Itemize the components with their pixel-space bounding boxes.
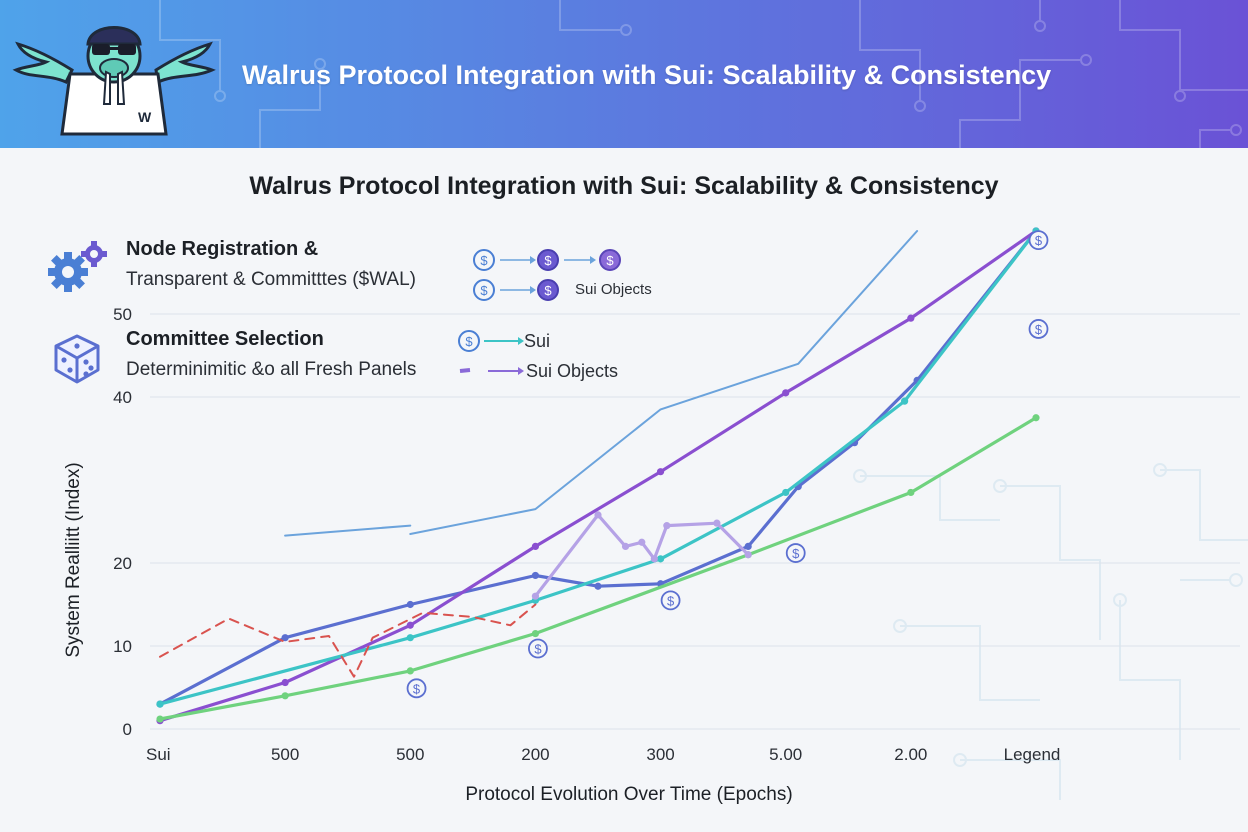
x-tick-label: 5.00 bbox=[769, 745, 802, 764]
series-line bbox=[158, 229, 1038, 723]
data-point bbox=[281, 692, 289, 700]
legend-subtitle: Transparent & Committtes ($WAL) bbox=[126, 269, 417, 290]
legend-group-committee-selection: Committee Selection Determinimitic &o al… bbox=[126, 328, 416, 381]
y-tick-label: 40 bbox=[113, 388, 132, 407]
data-point bbox=[656, 555, 665, 563]
series-line bbox=[159, 603, 537, 678]
banner-title: Walrus Protocol Integration with Sui: Sc… bbox=[242, 60, 1052, 90]
data-point bbox=[621, 542, 630, 551]
data-point bbox=[782, 389, 790, 397]
data-point bbox=[156, 715, 164, 723]
gears-icon bbox=[48, 241, 107, 292]
svg-text:$: $ bbox=[480, 253, 488, 268]
data-point bbox=[281, 634, 289, 642]
data-point bbox=[907, 314, 915, 322]
flow-label-sui-objects: Sui Objects bbox=[575, 281, 652, 298]
legend-heading: Node Registration & bbox=[126, 238, 319, 260]
data-point bbox=[406, 634, 414, 642]
data-point bbox=[663, 522, 671, 530]
series-line bbox=[158, 229, 1038, 706]
legend-group-node-registration: Node Registration & Transparent & Commit… bbox=[126, 238, 416, 291]
data-point bbox=[594, 582, 602, 590]
svg-text:$: $ bbox=[544, 253, 552, 268]
header-banner: W Walrus Protocol Integration with Sui: … bbox=[0, 0, 1248, 148]
walrus-mascot-icon: W bbox=[12, 26, 216, 136]
coin-marker-icon: $ bbox=[792, 546, 800, 561]
data-point bbox=[406, 667, 414, 675]
data-point bbox=[406, 600, 414, 609]
flow-label-sui-objects-2: Sui Objects bbox=[526, 361, 619, 381]
data-point bbox=[901, 397, 909, 405]
coin-marker-icon bbox=[1028, 230, 1049, 251]
data-point bbox=[531, 592, 540, 600]
coin-marker-icon: $ bbox=[534, 641, 542, 656]
mascot-shirt-letter: W bbox=[138, 109, 152, 125]
y-tick-label: 10 bbox=[113, 637, 132, 656]
chart-title: Walrus Protocol Integration with Sui: Sc… bbox=[249, 172, 999, 200]
coin-marker-icon: $ bbox=[667, 593, 675, 608]
coin-marker-icon bbox=[660, 590, 681, 611]
flow-label-sui: Sui bbox=[524, 331, 551, 351]
data-point bbox=[531, 629, 540, 638]
svg-text:$: $ bbox=[480, 283, 488, 298]
data-point bbox=[406, 621, 414, 629]
series-line bbox=[158, 229, 1038, 706]
data-point bbox=[594, 511, 602, 519]
coin-marker-icon: $ bbox=[1035, 233, 1043, 248]
data-point bbox=[656, 468, 665, 476]
y-tick-label: 50 bbox=[113, 305, 132, 324]
data-point bbox=[744, 542, 752, 551]
data-point bbox=[1032, 414, 1040, 422]
coin-marker-icon: $ bbox=[1035, 322, 1043, 337]
svg-text:$: $ bbox=[465, 334, 473, 349]
data-point bbox=[713, 519, 721, 527]
series-line bbox=[158, 416, 1038, 721]
legend-subtitle: Determinimitic &o all Fresh Panels bbox=[126, 359, 417, 380]
legend-heading: Committee Selection bbox=[126, 328, 324, 350]
coin-marker-icon bbox=[785, 543, 806, 563]
svg-text:$: $ bbox=[606, 253, 614, 268]
x-tick-label: Sui bbox=[146, 745, 171, 764]
series-line bbox=[533, 513, 750, 598]
series-line bbox=[284, 524, 412, 537]
data-point bbox=[638, 538, 646, 546]
y-tick-label: 0 bbox=[123, 720, 132, 739]
data-point bbox=[531, 571, 540, 580]
data-point bbox=[156, 700, 164, 708]
coin-flow-icon: $ $ $ $ $ bbox=[473, 249, 621, 301]
x-tick-label: 200 bbox=[521, 745, 549, 764]
series-line bbox=[409, 230, 919, 535]
coin-marker-icon bbox=[1028, 319, 1049, 339]
coin-marker-icon bbox=[528, 638, 548, 659]
y-axis-label: System Realliitt (Index) bbox=[63, 462, 84, 658]
x-axis-label: Protocol Evolution Over Time (Epochs) bbox=[465, 784, 793, 805]
x-tick-label: 300 bbox=[646, 745, 674, 764]
data-point bbox=[531, 542, 540, 551]
x-tick-label: 500 bbox=[396, 745, 424, 764]
data-point bbox=[744, 551, 752, 559]
coin-flow-icon-2: $ bbox=[458, 330, 524, 375]
data-point bbox=[650, 555, 658, 563]
data-point bbox=[281, 678, 289, 687]
y-tick-label: 20 bbox=[113, 554, 132, 573]
x-tick-label: 2.00 bbox=[894, 745, 927, 764]
coin-marker-icon: $ bbox=[413, 681, 421, 696]
data-point bbox=[907, 488, 915, 497]
dice-icon bbox=[54, 334, 100, 384]
data-point bbox=[782, 488, 790, 497]
svg-text:$: $ bbox=[544, 283, 552, 298]
x-tick-label: 500 bbox=[271, 745, 299, 764]
coin-marker-icon bbox=[406, 678, 427, 699]
x-tick-label: Legend bbox=[1004, 745, 1061, 764]
circuit-pattern-icon bbox=[159, 0, 1248, 148]
